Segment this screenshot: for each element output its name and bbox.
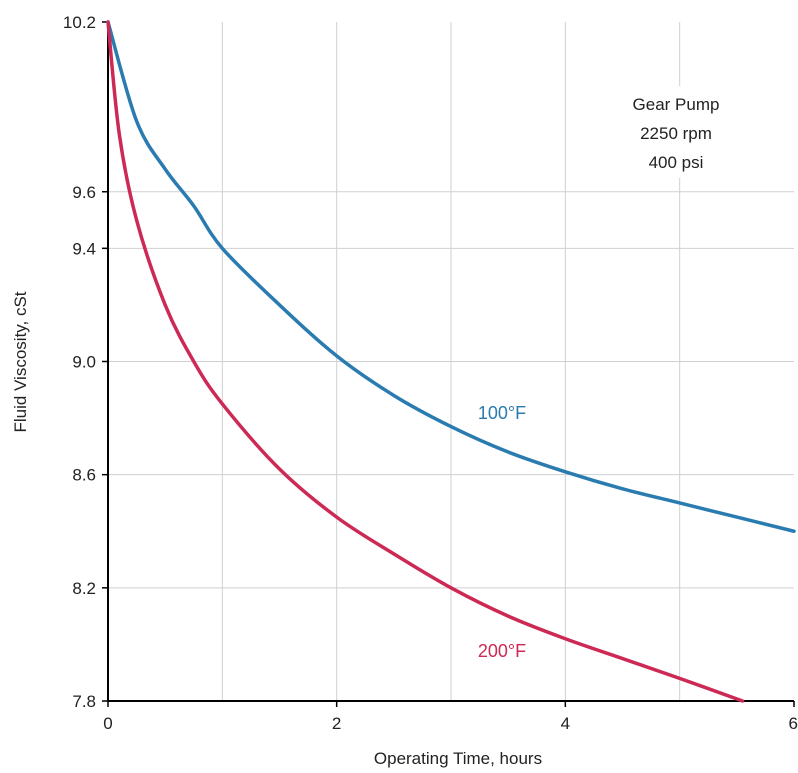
y-tick-label: 8.6 xyxy=(72,466,96,485)
series-label-100F-text: 100°F xyxy=(478,403,526,423)
annotation-box: Gear Pump 2250 rpm 400 psi xyxy=(612,86,740,178)
y-tick-label: 7.8 xyxy=(72,692,96,711)
y-tick-label: 9.6 xyxy=(72,183,96,202)
y-tick-label: 8.2 xyxy=(72,579,96,598)
x-tick-label: 6 xyxy=(789,714,798,733)
y-tick-label: 10.2 xyxy=(63,13,96,32)
series-label-200F-text: 200°F xyxy=(478,641,526,661)
series-label-background xyxy=(470,636,534,664)
y-tick-labels: 7.8 8.2 8.6 9.0 9.4 9.6 10.2 xyxy=(63,13,108,711)
annotation-line-3: 400 psi xyxy=(649,153,704,172)
y-axis-label: Fluid Viscosity, cSt xyxy=(11,291,30,432)
annotation-background xyxy=(612,86,740,178)
x-tick-label: 2 xyxy=(332,714,341,733)
annotation-line-1: Gear Pump xyxy=(633,95,720,114)
series-label-200F: 200°F xyxy=(470,636,534,664)
series-label-100F: 100°F xyxy=(470,398,534,426)
series-line-0 xyxy=(106,20,796,533)
y-tick-label: 9.4 xyxy=(72,239,96,258)
y-tick-label: 9.0 xyxy=(72,353,96,372)
series-lines xyxy=(106,20,796,703)
annotation-line-2: 2250 rpm xyxy=(640,124,712,143)
x-tick-labels: 0 2 4 6 xyxy=(103,701,798,733)
x-axis-label: Operating Time, hours xyxy=(374,749,542,768)
series-label-background xyxy=(470,398,534,426)
x-tick-label: 0 xyxy=(103,714,112,733)
series-line-1 xyxy=(106,20,745,703)
x-tick-label: 4 xyxy=(561,714,570,733)
